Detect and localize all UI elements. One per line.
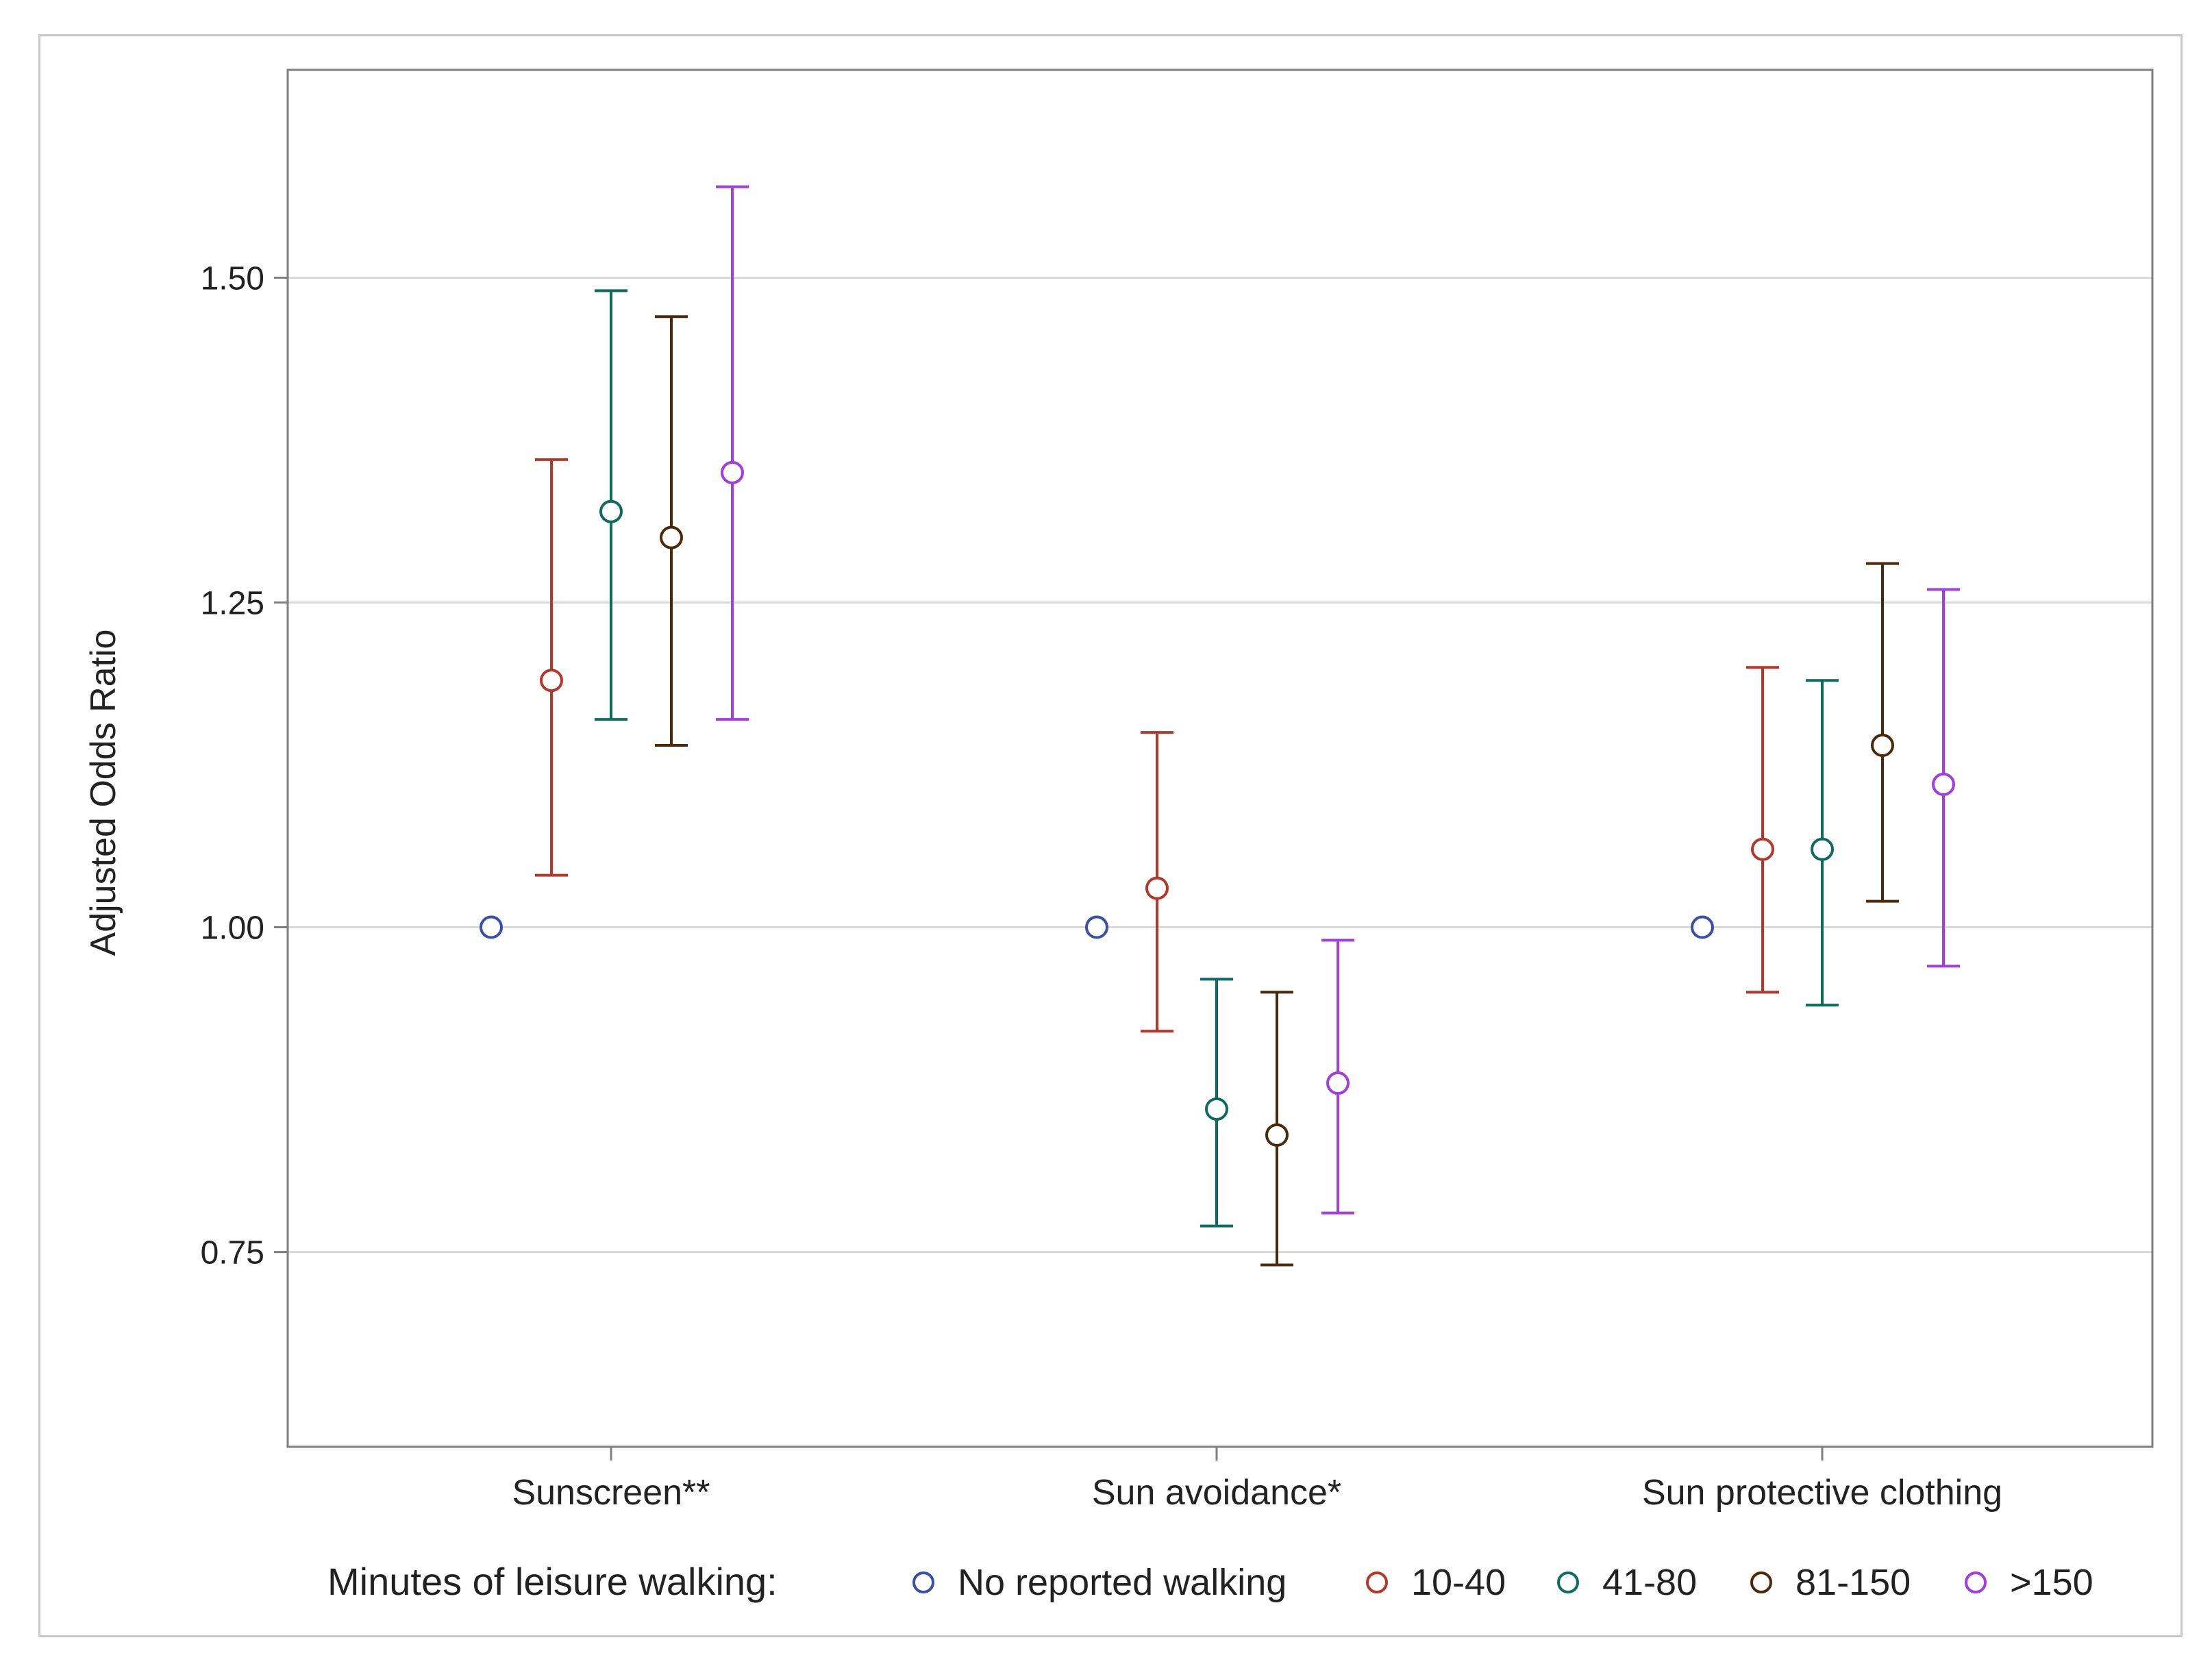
data-marks [480,185,1960,1267]
legend-item: No reported walking [912,1562,1287,1603]
data-point-marker [1085,915,1108,939]
data-point-marker [1932,772,1955,796]
y-axis-ticks: 0.75 1.00 1.25 1.50 [201,260,288,1271]
data-point-marker [1326,1071,1350,1095]
data-point-marker [1691,915,1714,939]
plot-area [286,69,2154,1448]
series-1 [535,458,1779,1033]
data-point-marker [480,915,503,939]
legend-title: Minutes of leisure walking: [327,1560,778,1603]
legend-item: 41-80 [1557,1562,1697,1603]
legend-label: >150 [2010,1562,2093,1603]
legend-label: 41-80 [1602,1562,1697,1603]
data-point-marker [540,669,563,693]
x-category-label: Sun avoidance* [1092,1473,1341,1513]
legend-marker [1557,1572,1579,1593]
data-point-marker [1871,734,1894,758]
gridlines [288,276,2152,1254]
data-point-marker [1205,1097,1228,1121]
data-point-marker [1265,1123,1289,1147]
series-2 [595,289,1839,1228]
data-point-marker [599,499,623,523]
legend-item: 10-40 [1366,1562,1506,1603]
legend-label: 10-40 [1411,1562,1506,1603]
data-point-marker [721,460,744,484]
x-axis-category-labels: Sunscreen** Sun avoidance* Sun protective … [512,1447,2002,1513]
legend-marker [912,1572,934,1593]
y-tick-label: 0.75 [201,1235,264,1271]
data-point-marker [660,525,683,549]
legend-label: No reported walking [958,1562,1287,1603]
data-point-marker [1751,837,1774,861]
y-tick-label: 1.50 [201,260,264,297]
legend-item: >150 [1965,1562,2093,1603]
legend-item: 81-150 [1750,1562,1911,1603]
legend-label: 81-150 [1795,1562,1911,1603]
y-tick-label: 1.25 [201,585,264,621]
data-point-marker [1811,837,1834,861]
x-category-label: Sun protective clothing [1642,1473,2002,1513]
y-tick-label: 1.00 [201,910,264,947]
series-0 [480,915,1714,939]
chart-frame [38,34,2183,1637]
legend: Minutes of leisure walking: No reported w… [327,1560,2093,1603]
legend-marker [1750,1572,1772,1593]
series-3 [655,315,1899,1267]
x-category-label: Sunscreen** [512,1473,710,1513]
y-axis-label: Adjusted Odds Ratio [84,630,123,956]
legend-marker [1366,1572,1388,1593]
data-point-marker [1145,876,1169,900]
series-4 [716,185,1960,1215]
legend-marker [1965,1572,1987,1593]
